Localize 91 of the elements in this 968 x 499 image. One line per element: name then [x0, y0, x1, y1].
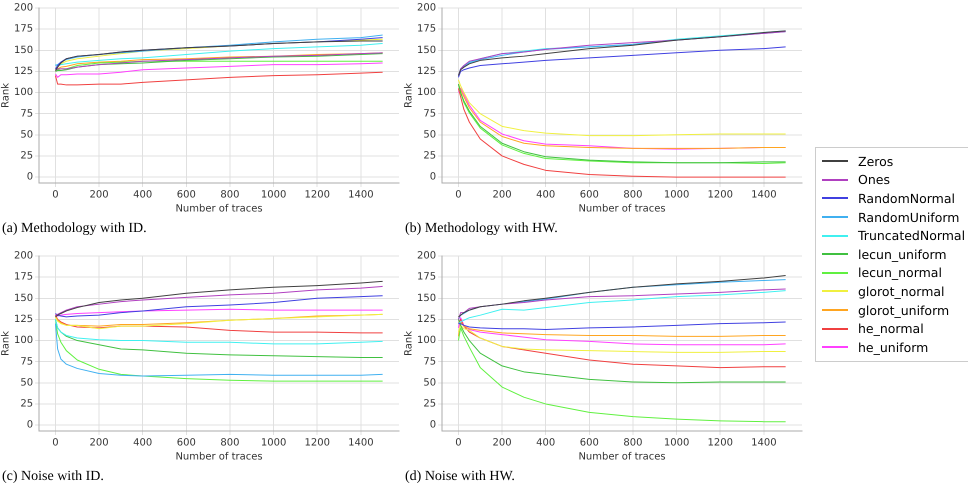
legend-label: TruncatedNormal [858, 228, 966, 244]
y-tick-label: 75 [20, 108, 34, 120]
x-tick-label: 600 [580, 190, 599, 201]
y-tick-label: 200 [416, 2, 436, 14]
y-tick-label: 175 [14, 24, 34, 35]
x-tick-label: 200 [90, 438, 109, 449]
y-tick-label: 175 [416, 272, 436, 283]
y-tick-label: 25 [20, 398, 34, 410]
legend-label: Ones [858, 172, 890, 188]
y-tick-label: 0 [26, 172, 34, 183]
y-tick-label: 125 [416, 314, 436, 325]
y-tick-label: 150 [14, 292, 34, 304]
text: (a) Methodology with ID. [2, 221, 148, 237]
y-tick-label: 150 [416, 292, 436, 304]
text: (c) Noise with ID. [2, 469, 105, 485]
x-tick-label: 1400 [348, 190, 374, 201]
y-tick-label: 175 [416, 24, 436, 35]
y-tick-label: 150 [14, 44, 34, 56]
x-tick-label: 1000 [664, 190, 690, 201]
y-tick-label: 100 [14, 335, 34, 346]
legend-label: RandomNormal [858, 190, 955, 206]
y-tick-label: 25 [20, 150, 34, 162]
x-tick-label: 1200 [707, 190, 733, 201]
x-axis-title: Number of traces [578, 452, 666, 463]
y-tick-label: 25 [423, 398, 436, 410]
x-tick-label: 0 [52, 438, 59, 449]
y-tick-label: 50 [20, 129, 34, 140]
x-tick-label: 400 [536, 190, 556, 201]
x-tick-label: 0 [52, 190, 59, 201]
y-tick-label: 0 [430, 172, 436, 183]
legend-label: he_uniform [858, 340, 928, 355]
x-tick-label: 1400 [751, 438, 777, 449]
y-tick-label: 200 [416, 250, 436, 262]
x-tick-label: 400 [536, 438, 556, 449]
x-tick-label: 800 [220, 438, 240, 449]
x-tick-label: 1000 [664, 438, 690, 449]
x-tick-label: 400 [133, 438, 152, 449]
y-tick-label: 150 [416, 44, 436, 56]
x-tick-label: 0 [455, 438, 462, 449]
y-axis-title: Rank [404, 82, 415, 108]
x-tick-label: 600 [580, 438, 599, 449]
y-tick-label: 200 [14, 2, 34, 14]
legend-label: lecun_normal [858, 265, 942, 280]
y-tick-label: 25 [423, 150, 436, 162]
x-tick-label: 1000 [260, 190, 286, 201]
legend-label: glorot_normal [858, 284, 945, 299]
x-tick-label: 200 [492, 438, 512, 449]
y-tick-label: 75 [423, 108, 436, 120]
x-tick-label: 200 [90, 190, 109, 201]
y-tick-label: 200 [14, 250, 34, 262]
x-tick-label: 1400 [751, 190, 777, 201]
x-axis-title: Number of traces [175, 204, 263, 215]
legend-label: lecun_uniform [858, 246, 947, 262]
y-tick-label: 75 [20, 356, 34, 368]
x-tick-label: 0 [455, 190, 462, 201]
x-tick-label: 600 [176, 190, 196, 201]
y-tick-label: 0 [430, 420, 436, 431]
text: (d) Noise with HW. [405, 469, 516, 485]
x-tick-label: 800 [623, 190, 642, 201]
y-tick-label: 0 [26, 420, 34, 431]
legend-label: Zeros [858, 154, 894, 169]
y-tick-label: 100 [14, 87, 34, 98]
x-tick-label: 200 [492, 190, 512, 201]
x-tick-label: 600 [176, 438, 196, 449]
x-tick-label: 400 [133, 190, 152, 201]
x-axis-title: Number of traces [578, 204, 666, 215]
y-tick-label: 75 [423, 356, 436, 368]
x-tick-label: 800 [220, 190, 240, 201]
x-tick-label: 1200 [707, 438, 733, 449]
y-tick-label: 50 [423, 377, 436, 388]
text: (b) Methodology with HW. [405, 221, 559, 237]
y-tick-label: 125 [416, 66, 436, 77]
y-tick-label: 125 [14, 66, 34, 77]
y-axis-title: Rank [0, 82, 12, 108]
legend-label: glorot_uniform [858, 302, 950, 318]
y-tick-label: 175 [14, 272, 34, 283]
y-tick-label: 100 [416, 87, 436, 98]
x-tick-label: 1400 [348, 438, 374, 449]
x-tick-label: 1200 [304, 438, 330, 449]
x-tick-label: 800 [623, 438, 642, 449]
y-tick-label: 50 [423, 129, 436, 140]
x-tick-label: 1200 [304, 190, 330, 201]
x-axis-title: Number of traces [175, 452, 263, 463]
legend-label: he_normal [858, 321, 924, 336]
y-axis-title: Rank [404, 330, 415, 356]
x-tick-label: 1000 [260, 438, 286, 449]
y-tick-label: 100 [416, 335, 436, 346]
legend-label: RandomUniform [858, 210, 960, 225]
y-tick-label: 50 [20, 377, 34, 388]
y-axis-title: Rank [0, 330, 12, 356]
y-tick-label: 125 [14, 314, 34, 325]
